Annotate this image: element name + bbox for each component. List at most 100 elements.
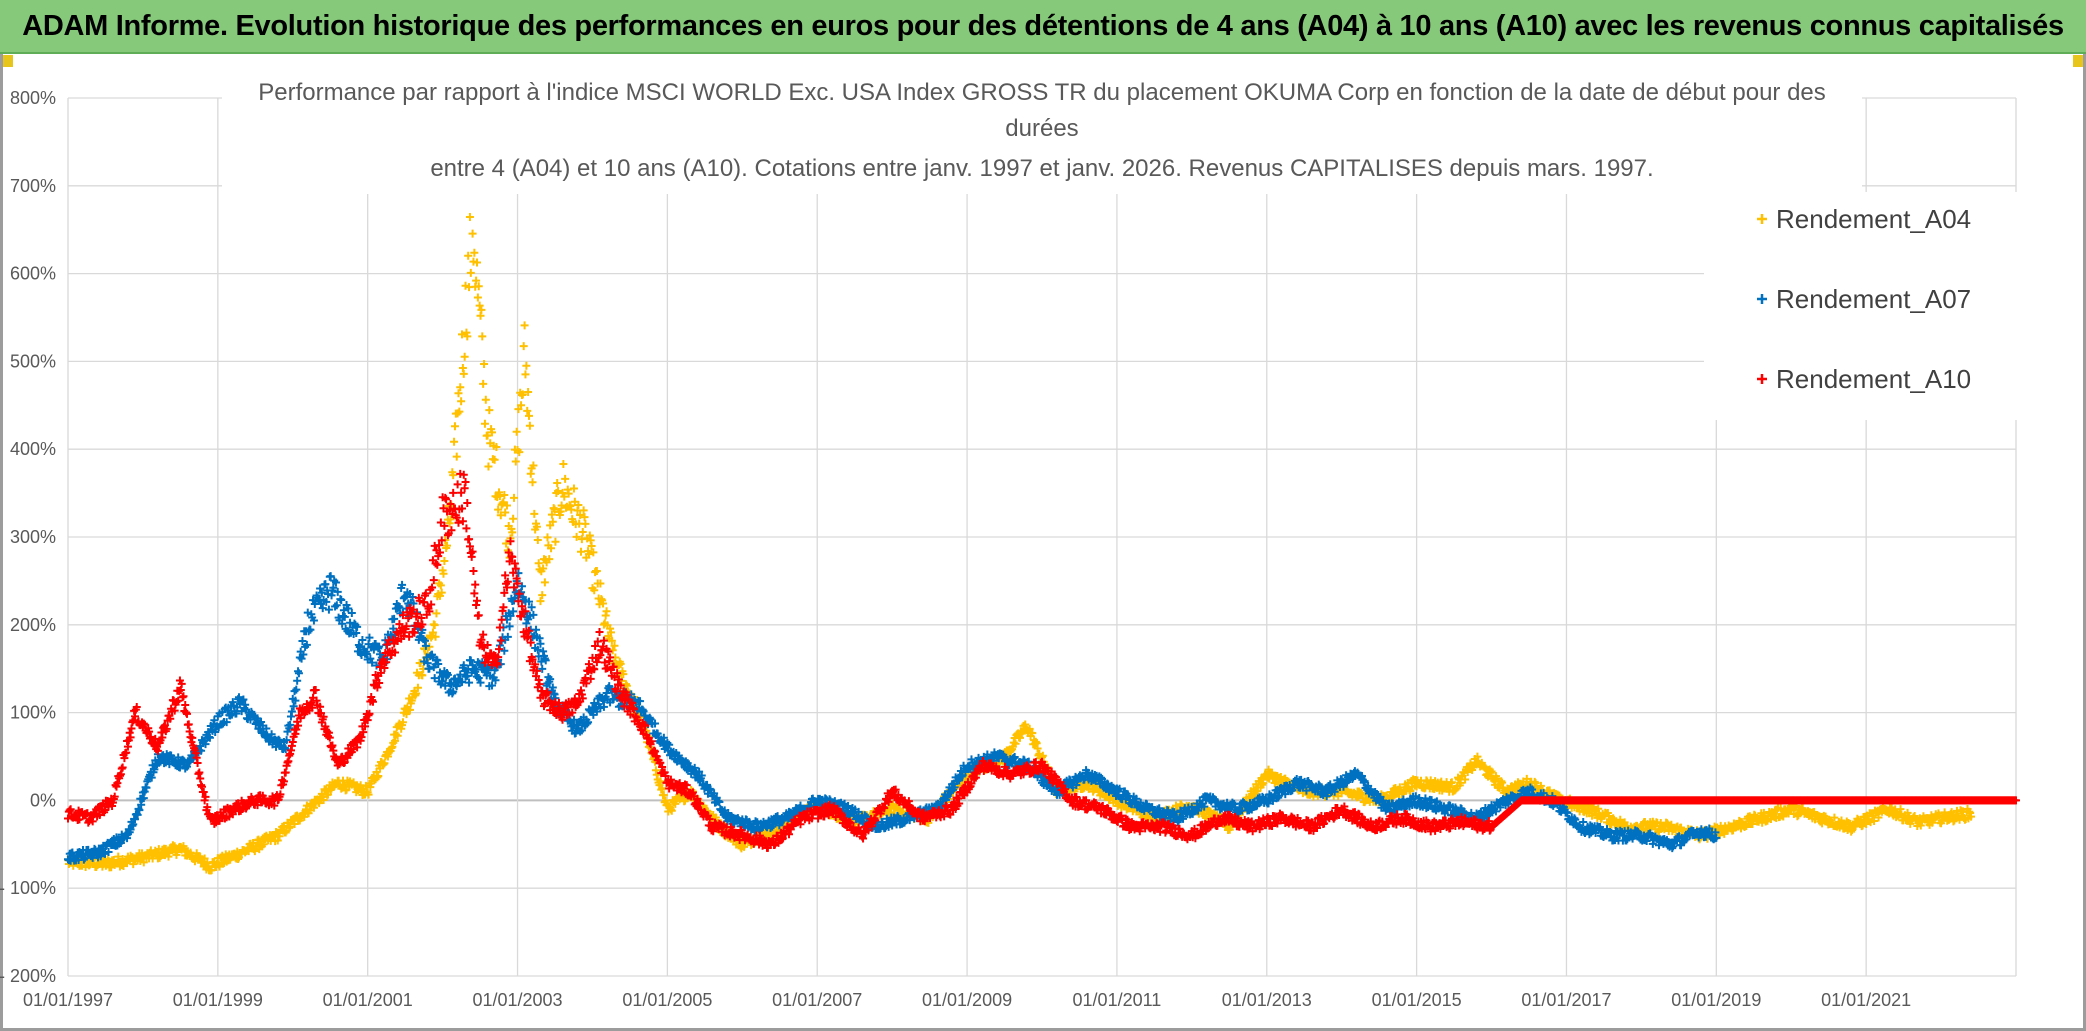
data-point bbox=[391, 730, 400, 739]
data-point bbox=[610, 641, 619, 650]
data-point bbox=[1028, 729, 1037, 738]
data-point bbox=[479, 379, 488, 388]
data-point bbox=[316, 584, 325, 593]
data-point bbox=[292, 685, 301, 694]
data-point bbox=[551, 537, 560, 546]
data-point bbox=[193, 758, 202, 767]
data-point bbox=[576, 511, 585, 520]
data-point bbox=[539, 564, 548, 573]
data-point bbox=[436, 581, 445, 590]
data-point bbox=[425, 664, 434, 673]
data-point bbox=[530, 509, 539, 518]
data-point bbox=[564, 489, 573, 498]
data-point bbox=[528, 478, 537, 487]
data-point bbox=[1406, 786, 1415, 795]
data-point bbox=[470, 248, 479, 257]
data-point bbox=[478, 332, 487, 341]
data-point bbox=[390, 614, 399, 623]
data-point bbox=[428, 628, 437, 637]
data-point bbox=[517, 401, 526, 410]
data-point bbox=[550, 505, 559, 514]
data-point bbox=[432, 609, 441, 618]
data-point bbox=[412, 689, 421, 698]
data-point bbox=[547, 510, 556, 519]
data-point bbox=[449, 488, 458, 497]
data-point bbox=[453, 409, 462, 418]
data-point bbox=[658, 784, 667, 793]
data-point bbox=[456, 383, 465, 392]
data-point bbox=[460, 352, 469, 361]
data-point bbox=[374, 771, 383, 780]
data-point bbox=[290, 687, 299, 696]
data-point bbox=[596, 579, 605, 588]
data-point bbox=[602, 607, 611, 616]
performance-chart: 01/01/1997 01/01/1999 01/01/2001 01/01/2003… bbox=[0, 58, 2022, 1010]
data-point bbox=[538, 591, 547, 600]
data-point bbox=[309, 803, 318, 812]
data-point bbox=[487, 428, 496, 437]
data-point bbox=[461, 477, 470, 486]
data-point bbox=[1604, 812, 1613, 821]
data-point bbox=[586, 674, 595, 683]
data-point bbox=[1011, 739, 1020, 748]
data-point bbox=[292, 725, 301, 734]
data-point bbox=[607, 636, 616, 645]
data-point bbox=[608, 646, 617, 655]
series-Rendement_A10 bbox=[64, 469, 2020, 852]
data-point bbox=[465, 213, 474, 222]
data-point bbox=[1536, 781, 1545, 790]
data-point bbox=[523, 406, 532, 415]
data-point bbox=[306, 625, 315, 634]
report-banner: ADAM Informe. Evolution historique des p… bbox=[0, 0, 2086, 54]
data-point bbox=[532, 625, 541, 634]
data-point bbox=[452, 452, 461, 461]
data-point bbox=[557, 501, 566, 510]
data-point bbox=[446, 515, 455, 524]
data-point bbox=[606, 628, 615, 637]
data-point bbox=[485, 406, 494, 415]
data-point bbox=[592, 566, 601, 575]
data-point bbox=[569, 484, 578, 493]
data-point bbox=[616, 659, 625, 668]
data-point bbox=[254, 835, 263, 844]
data-point bbox=[515, 448, 524, 457]
data-point bbox=[365, 633, 374, 642]
series-Rendement_A04 bbox=[64, 181, 1976, 875]
data-point bbox=[480, 419, 489, 428]
corner-accent-right bbox=[2073, 55, 2083, 67]
data-point bbox=[472, 258, 481, 267]
data-point bbox=[439, 569, 448, 578]
data-point bbox=[587, 542, 596, 551]
corner-accent-left bbox=[3, 55, 13, 67]
data-point bbox=[574, 501, 583, 510]
data-point bbox=[118, 763, 127, 772]
data-point bbox=[139, 858, 148, 867]
data-point bbox=[181, 701, 190, 710]
data-point bbox=[511, 457, 520, 466]
data-point bbox=[207, 866, 216, 875]
data-point bbox=[1588, 811, 1597, 820]
data-point bbox=[463, 499, 472, 508]
data-point bbox=[380, 759, 389, 768]
data-point bbox=[455, 407, 464, 416]
data-point bbox=[560, 492, 569, 501]
data-point bbox=[500, 646, 509, 655]
data-point bbox=[584, 550, 593, 559]
data-point bbox=[501, 508, 510, 517]
data-point bbox=[450, 437, 459, 446]
data-point bbox=[473, 293, 482, 302]
data-point bbox=[464, 251, 473, 260]
data-point bbox=[533, 536, 542, 545]
data-point bbox=[474, 282, 483, 291]
data-point bbox=[293, 676, 302, 685]
data-point bbox=[483, 431, 492, 440]
data-point bbox=[494, 505, 503, 514]
data-point bbox=[619, 670, 628, 679]
data-point bbox=[667, 806, 676, 815]
data-point bbox=[430, 621, 439, 630]
data-point bbox=[659, 791, 668, 800]
data-point bbox=[521, 370, 530, 379]
data-point bbox=[1487, 767, 1496, 776]
data-point bbox=[536, 597, 545, 606]
data-point bbox=[466, 268, 475, 277]
